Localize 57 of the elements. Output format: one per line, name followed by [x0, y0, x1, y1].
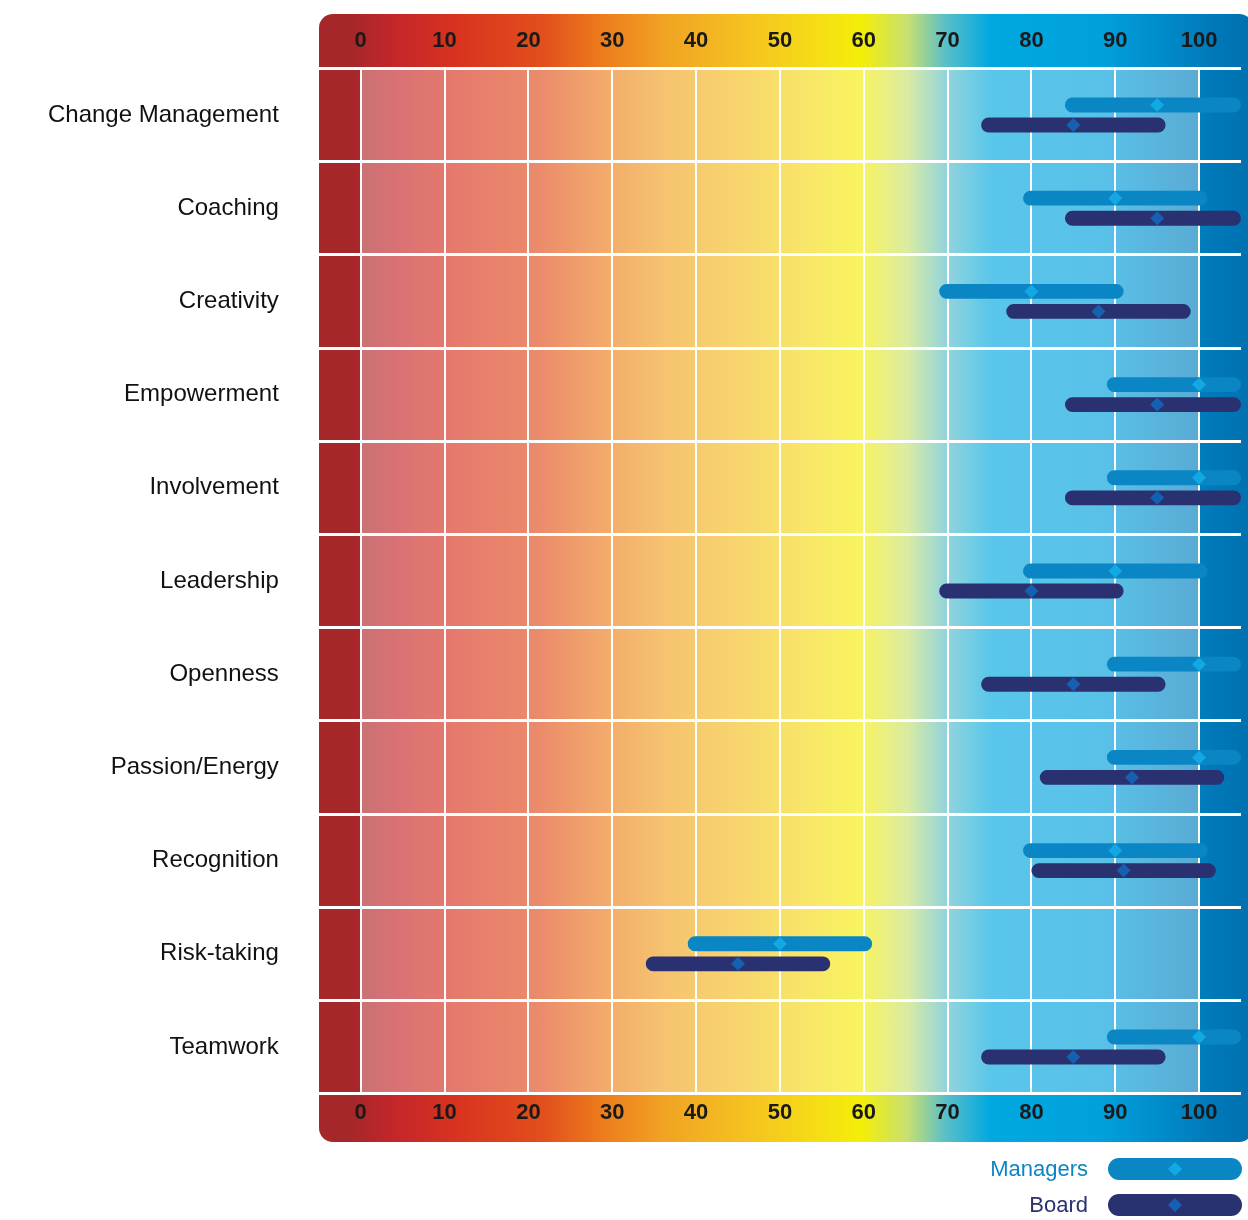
bar [939, 583, 1124, 599]
bar [1106, 1029, 1241, 1045]
text: Board [1029, 1192, 1088, 1218]
y-tick-label: Empowerment [124, 379, 280, 407]
x2-tick-label: 100 [1180, 27, 1218, 53]
x-tick-label: 50 [767, 1098, 793, 1124]
y-tick-label: Recognition [152, 845, 279, 873]
x2-tick-label: 80 [1019, 27, 1044, 53]
y-tick-label: Risk-taking [160, 938, 279, 966]
x-tick-label: 80 [1019, 1098, 1044, 1124]
x2-tick-label: 10 [432, 27, 457, 53]
x2-tick-label: 90 [1103, 27, 1128, 53]
x-tick-label: 90 [1103, 1098, 1128, 1124]
y-tick-label: Creativity [178, 286, 279, 314]
x2-tick-label: 60 [851, 27, 876, 53]
y-tick-label: Teamwork [169, 1031, 280, 1059]
x2-tick-label: 30 [600, 27, 625, 53]
x2-tick-label: 70 [935, 27, 960, 53]
x-tick-label: 40 [683, 1098, 709, 1124]
x-tick-label: 30 [600, 1098, 625, 1124]
y-tick-label: Leadership [160, 565, 279, 593]
bar [1106, 749, 1241, 765]
bar [981, 676, 1166, 692]
bar [1006, 304, 1191, 319]
bar [1064, 97, 1241, 113]
text: Managers [990, 1156, 1088, 1182]
x-tick-label: 100 [1180, 1098, 1218, 1124]
x2-tick-label: 20 [516, 27, 541, 53]
bar [1039, 770, 1225, 785]
bar [981, 117, 1166, 133]
bar [1023, 190, 1208, 206]
bar [981, 1049, 1166, 1065]
x-tick-label: 10 [432, 1098, 457, 1124]
x2-tick-label: 50 [767, 27, 793, 53]
x-tick-label: 70 [935, 1098, 960, 1124]
y-tick-label: Involvement [149, 472, 280, 500]
bar [1106, 656, 1241, 672]
bar [645, 956, 831, 972]
bar [1031, 863, 1216, 879]
x-tick-label: 0 [354, 1098, 367, 1124]
bar [687, 936, 873, 952]
y-tick-label: Passion/Energy [110, 752, 279, 780]
x2-tick-label: 40 [683, 27, 709, 53]
y-tick-label: Openness [169, 658, 279, 686]
bar [1106, 470, 1241, 486]
bar [1064, 490, 1241, 506]
y-tick-label: Coaching [177, 192, 279, 220]
x2-tick-label: 0 [354, 27, 367, 53]
bar [1064, 397, 1241, 413]
bar [939, 283, 1124, 299]
bar [1023, 843, 1208, 858]
x-tick-label: 60 [851, 1098, 876, 1124]
y-tick-label: Change Management [48, 99, 280, 127]
bar [1023, 563, 1208, 579]
bar [1064, 210, 1241, 226]
x-tick-label: 20 [516, 1098, 541, 1124]
bar [1106, 377, 1241, 392]
